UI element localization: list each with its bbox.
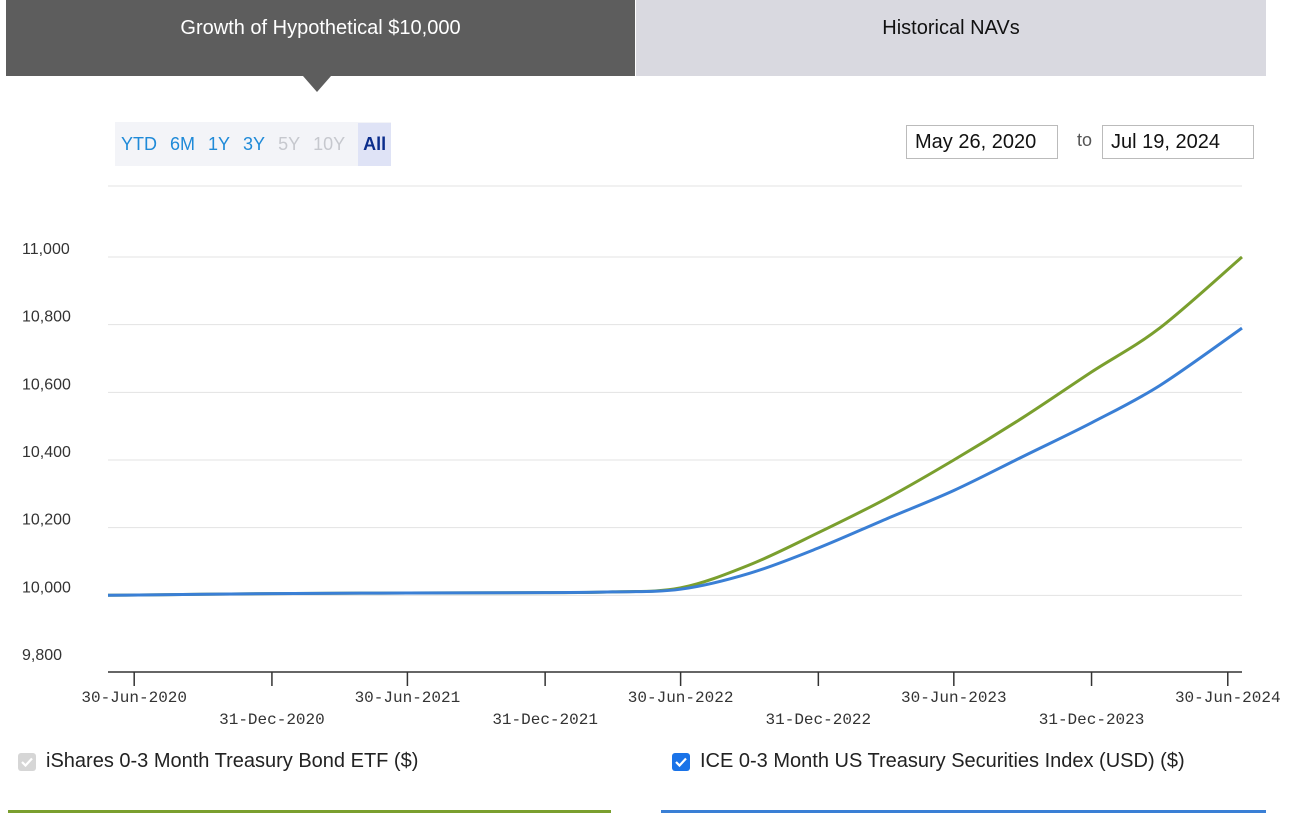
legend-etf-underline — [8, 810, 611, 813]
range-btn-1y[interactable]: 1Y — [208, 133, 231, 154]
range-btn-10y: 10Y — [313, 133, 346, 154]
legend-index-underline — [661, 810, 1266, 813]
tab-historical-navs[interactable]: Historical NAVs — [636, 0, 1266, 76]
legend-etf-label: iShares 0-3 Month Treasury Bond ETF ($) — [46, 750, 419, 772]
range-btn-6m[interactable]: 6M — [170, 133, 196, 154]
active-tab-pointer — [303, 76, 331, 92]
range-btn-5y: 5Y — [278, 133, 301, 154]
y-tick-label: 10,400 — [22, 444, 71, 461]
y-tick-label: 10,000 — [22, 579, 71, 596]
check-icon — [675, 757, 687, 768]
tab-historical-navs-label: Historical NAVs — [882, 16, 1020, 39]
growth-chart: 9,800 10,000 10,200 10,400 10,600 10,800 11,00… — [22, 185, 1281, 729]
y-tick-label: 10,200 — [22, 512, 71, 529]
y-tick-label: 10,800 — [22, 309, 71, 326]
x-tick-label: 31-Dec-2022 — [766, 711, 872, 729]
x-tick-label: 31-Dec-2020 — [219, 711, 325, 729]
x-tick-label: 31-Dec-2023 — [1039, 711, 1145, 729]
range-btn-all[interactable]: All — [358, 122, 392, 166]
tab-growth-label: Growth of Hypothetical $10,000 — [180, 16, 461, 39]
x-tick-label: 30-Jun-2023 — [901, 689, 1007, 707]
series-line-etf — [107, 255, 1243, 597]
date-to-input[interactable]: Jul 19, 2024 — [1102, 125, 1254, 159]
range-selector: YTD 6M 1Y 3Y 5Y 10Y All — [115, 122, 392, 166]
check-icon — [21, 757, 33, 768]
y-tick-label: 10,600 — [22, 376, 71, 393]
x-tick-label: 30-Jun-2021 — [355, 689, 461, 707]
tab-growth[interactable]: Growth of Hypothetical $10,000 — [6, 0, 635, 76]
x-tick-label: 30-Jun-2022 — [628, 689, 734, 707]
x-tick-label: 30-Jun-2024 — [1175, 689, 1281, 707]
y-tick-label: 9,800 — [22, 647, 62, 664]
range-btn-ytd[interactable]: YTD — [121, 133, 157, 154]
range-btn-3y[interactable]: 3Y — [243, 133, 266, 154]
x-tick-label: 31-Dec-2021 — [492, 711, 598, 729]
x-tick-label: 30-Jun-2020 — [81, 689, 187, 707]
etf-checkbox[interactable] — [18, 753, 36, 771]
index-checkbox[interactable] — [672, 753, 690, 771]
legend-index-label: ICE 0-3 Month US Treasury Securities Ind… — [700, 750, 1185, 772]
legend-index[interactable]: ICE 0-3 Month US Treasury Securities Ind… — [672, 750, 1252, 773]
series-line-index — [107, 326, 1243, 597]
legend-etf[interactable]: iShares 0-3 Month Treasury Bond ETF ($) — [18, 750, 418, 773]
date-from-input[interactable]: May 26, 2020 — [906, 125, 1058, 159]
y-tick-label: 11,000 — [22, 241, 70, 258]
date-separator: to — [1077, 130, 1093, 150]
chart-tabs: Growth of Hypothetical $10,000 Historica… — [6, 0, 1266, 76]
